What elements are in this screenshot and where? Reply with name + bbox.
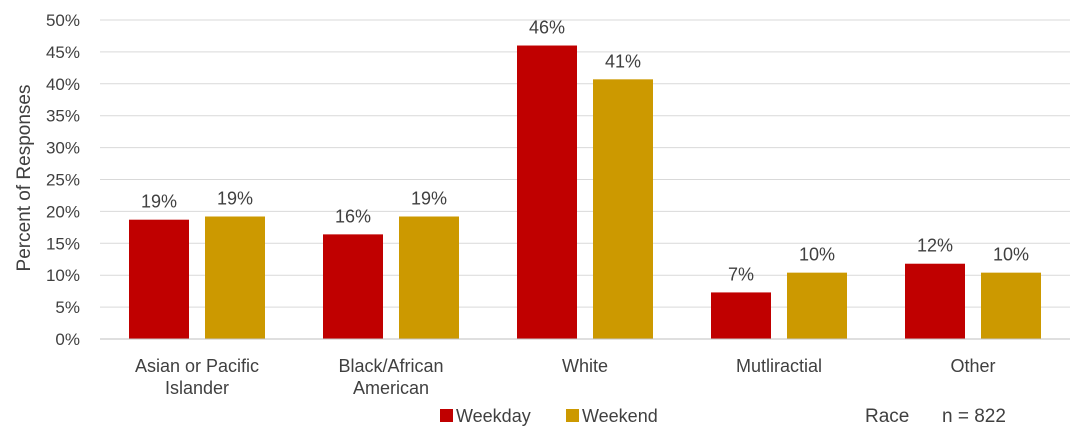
y-tick-label: 40% [46,75,80,94]
legend-swatch-weekday [440,409,453,422]
data-label: 16% [335,206,371,226]
y-tick-label: 45% [46,43,80,62]
data-label: 19% [141,192,177,212]
y-tick-label: 5% [55,298,80,317]
y-tick-label: 15% [46,234,80,253]
bar-weekday-4 [905,263,965,339]
legend-label-weekend: Weekend [582,406,658,426]
bar-weekend-3 [787,272,847,339]
y-tick-label: 0% [55,330,80,349]
y-axis-ticks: 0% 5% 10% 15% 20% 25% 30% 35% 40% 45% 50% [46,11,80,349]
data-label: 19% [217,189,253,209]
y-tick-label: 35% [46,107,80,126]
data-label: 46% [529,18,565,38]
x-axis-label: Race [865,406,909,427]
sample-size-note: n = 822 [942,406,1006,427]
bar-weekend-4 [981,272,1041,339]
legend-label-weekday: Weekday [456,406,531,426]
category-label: Other [950,356,995,376]
y-tick-label: 10% [46,266,80,285]
bars [129,45,1041,340]
y-tick-label: 25% [46,171,80,190]
category-label: Black/African American [338,356,443,398]
data-label: 7% [728,264,754,284]
bar-weekend-1 [399,216,459,339]
category-label: White [562,356,608,376]
y-tick-label: 50% [46,11,80,30]
legend: Weekday Weekend [440,406,658,426]
y-tick-label: 20% [46,202,80,221]
legend-swatch-weekend [566,409,579,422]
bar-weekday-3 [711,292,771,339]
data-labels: 19% 19% 16% 19% 46% 41% 7% 10% 12% 10% [141,18,1029,285]
bar-weekday-0 [129,219,189,339]
bar-weekend-0 [205,216,265,339]
data-label: 10% [993,245,1029,265]
category-label: Asian or Pacific Islander [135,356,259,398]
bar-weekday-2 [517,45,577,340]
data-label: 10% [799,245,835,265]
data-label: 41% [605,51,641,71]
data-label: 19% [411,189,447,209]
y-axis-label: Percent of Responses [14,85,35,272]
y-tick-label: 30% [46,139,80,158]
bar-weekend-2 [593,79,653,340]
category-labels: Asian or Pacific Islander Black/African Ame… [135,356,996,398]
category-label: Mutliractial [736,356,822,376]
data-label: 12% [917,236,953,256]
bar-weekday-1 [323,234,383,339]
